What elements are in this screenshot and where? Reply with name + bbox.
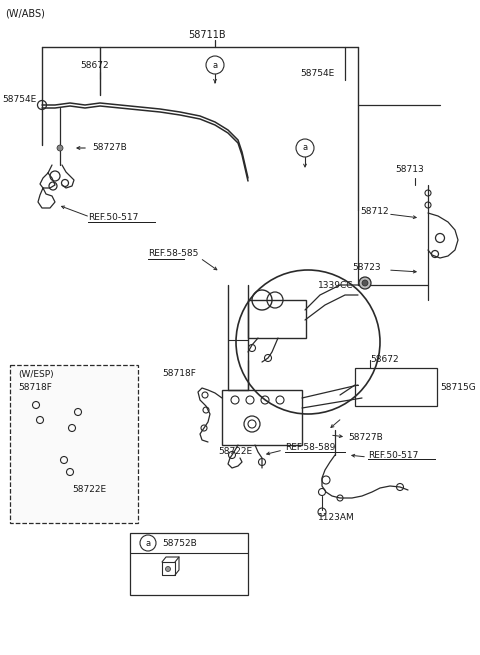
Text: REF.50-517: REF.50-517	[88, 214, 138, 223]
Text: a: a	[213, 60, 217, 69]
Text: 58727B: 58727B	[92, 143, 127, 153]
Text: 58722E: 58722E	[72, 485, 106, 495]
Circle shape	[359, 277, 371, 289]
Text: a: a	[302, 143, 308, 153]
Text: 58754E: 58754E	[2, 96, 36, 105]
Text: REF.58-585: REF.58-585	[148, 248, 198, 257]
Text: REF.50-517: REF.50-517	[368, 451, 419, 460]
Text: REF.58-589: REF.58-589	[285, 443, 336, 453]
Bar	[130, 533, 248, 595]
Text: 58727B: 58727B	[348, 434, 383, 443]
Bar	[248, 300, 306, 338]
Text: 58672: 58672	[370, 356, 398, 364]
Text: 58718F: 58718F	[18, 383, 52, 392]
Text: 58712: 58712	[360, 208, 389, 217]
Circle shape	[362, 280, 368, 286]
Bar	[10, 365, 138, 523]
Text: 58713: 58713	[395, 166, 424, 174]
Text: 58715G: 58715G	[440, 383, 476, 392]
Text: 1339CC: 1339CC	[318, 280, 353, 290]
Text: a: a	[145, 538, 151, 548]
Circle shape	[57, 145, 63, 151]
Text: 58718F: 58718F	[162, 369, 196, 377]
Text: 1123AM: 1123AM	[318, 514, 355, 523]
Bar	[222, 390, 302, 445]
Text: 58723: 58723	[352, 263, 381, 272]
Text: (W/ESP): (W/ESP)	[18, 369, 54, 379]
Text: 58754E: 58754E	[300, 69, 334, 77]
Text: 58711B: 58711B	[188, 30, 226, 40]
Text: (W/ABS): (W/ABS)	[5, 9, 45, 19]
Text: 58672: 58672	[80, 60, 108, 69]
Bar	[355, 368, 437, 406]
Text: 58752B: 58752B	[162, 538, 197, 548]
Circle shape	[166, 567, 170, 572]
Text: 58722E: 58722E	[218, 447, 252, 457]
